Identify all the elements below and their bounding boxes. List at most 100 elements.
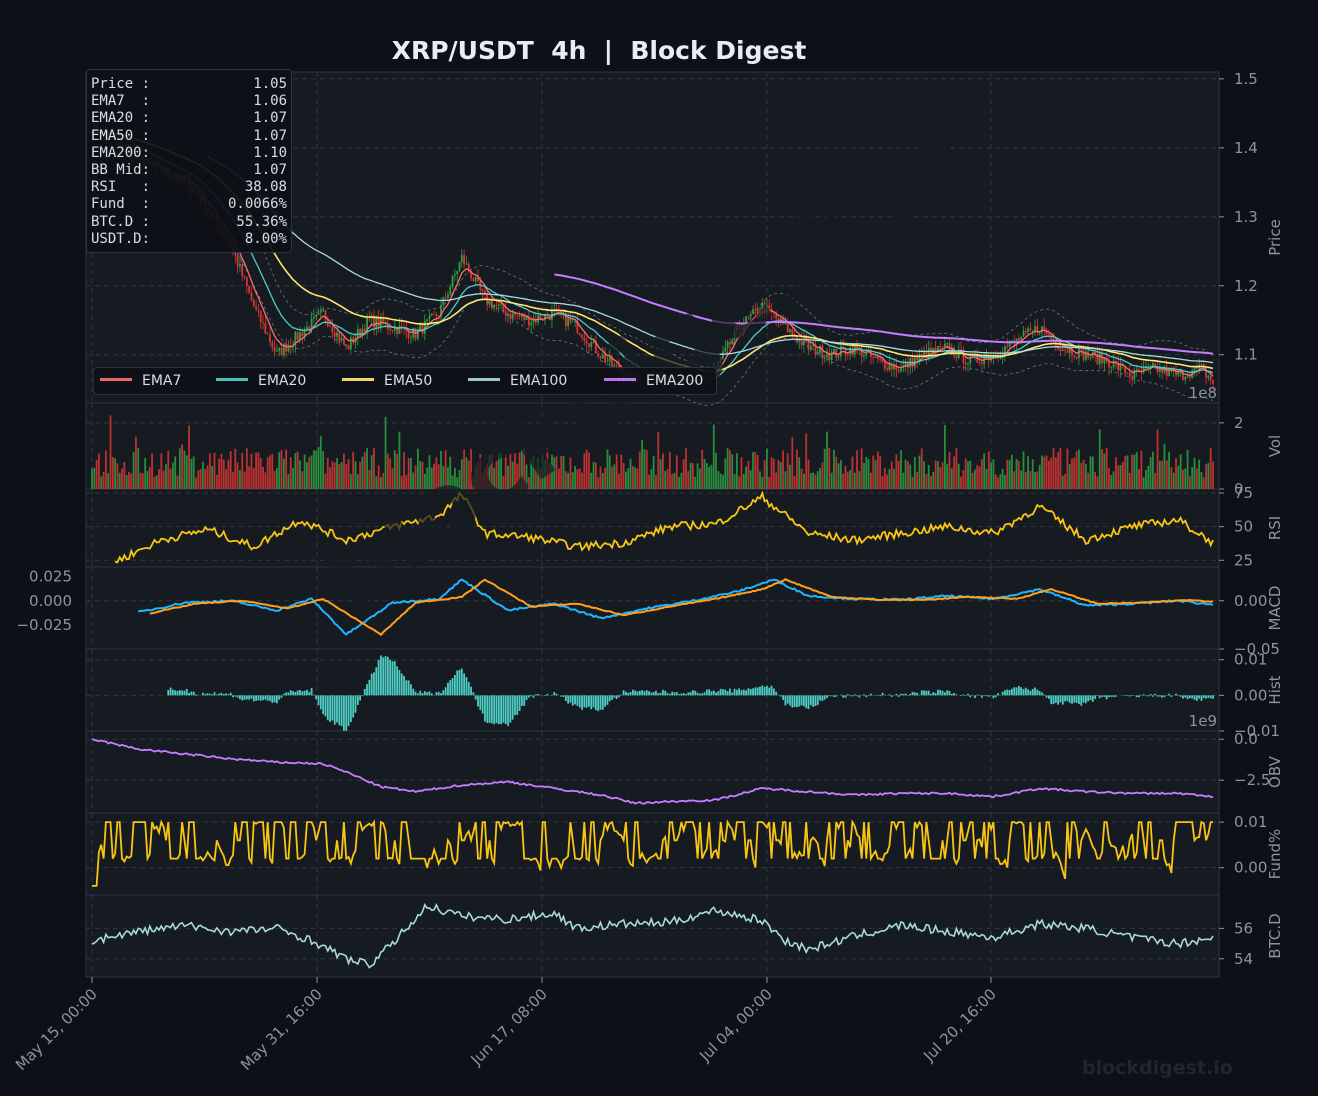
volume-bar — [183, 450, 186, 489]
histogram-bar — [259, 695, 262, 701]
histogram-bar — [770, 685, 773, 696]
volume-bar — [1133, 454, 1136, 489]
histogram-bar — [789, 695, 791, 706]
candle-body — [375, 317, 378, 328]
candle-body — [588, 343, 590, 348]
volume-bar — [264, 472, 267, 489]
volume-bar — [1182, 469, 1184, 489]
volume-bar — [1168, 451, 1170, 489]
histogram-bar — [826, 695, 828, 698]
volume-bar — [534, 468, 537, 489]
volume-bar — [1117, 465, 1120, 489]
candle-body — [236, 255, 239, 267]
volume-bar — [1191, 466, 1194, 489]
volume-bar — [248, 466, 251, 489]
candle-body — [1184, 376, 1187, 380]
histogram-bar — [916, 692, 919, 696]
volume-bar — [1015, 459, 1018, 489]
volume-bar — [276, 468, 278, 489]
histogram-bar — [615, 695, 618, 699]
volume-bar — [493, 467, 496, 489]
info-row: BTC.D : 55.36% — [91, 214, 287, 231]
volume-bar — [766, 448, 768, 489]
candle-body — [460, 255, 463, 263]
candle-body — [895, 365, 898, 371]
volume-bar — [638, 451, 641, 489]
volume-bar — [317, 446, 320, 489]
candle-body — [391, 329, 394, 331]
offset-price: 1e8 — [1189, 384, 1217, 402]
histogram-bar — [322, 695, 325, 715]
volume-bar — [913, 456, 916, 489]
volume-bar — [1087, 472, 1090, 489]
candle-body — [812, 344, 815, 347]
candle-body — [802, 338, 805, 345]
candle-body — [1117, 362, 1120, 371]
volume-bar — [178, 448, 181, 489]
histogram-bar — [564, 695, 567, 701]
histogram-bar — [502, 695, 505, 723]
volume-bar — [1200, 472, 1203, 489]
candle-body — [447, 294, 449, 299]
histogram-bar — [802, 695, 805, 707]
histogram-bar — [659, 692, 662, 696]
volume-bar — [1073, 457, 1076, 489]
candle-body — [893, 365, 895, 370]
candle-body — [1112, 361, 1115, 368]
candle-body — [317, 312, 320, 315]
ylabel-btcd: BTC.D — [1266, 913, 1284, 958]
candle-body — [1029, 328, 1032, 331]
candle-body — [937, 346, 939, 353]
volume-bar — [900, 450, 902, 489]
info-label: EMA50 : — [91, 127, 151, 144]
candle-body — [916, 357, 919, 361]
candle-body — [1004, 346, 1006, 355]
volume-bar — [440, 450, 442, 489]
histogram-bar — [735, 689, 738, 696]
info-value: 38.08 — [244, 179, 287, 196]
histogram-bar — [202, 692, 204, 696]
histogram-bar — [544, 695, 546, 696]
volume-bar — [426, 467, 429, 489]
volume-bar — [1105, 447, 1108, 489]
volume-bar — [1165, 460, 1168, 489]
volume-bar — [160, 453, 163, 489]
volume-bar — [798, 457, 801, 489]
candle-body — [733, 329, 736, 340]
histogram-bar — [902, 693, 905, 696]
candle-body — [740, 328, 743, 331]
candle-body — [962, 350, 965, 363]
volume-bar — [204, 468, 207, 489]
histogram-bar — [386, 656, 389, 696]
volume-bar — [507, 465, 509, 489]
histogram-bar — [569, 695, 572, 703]
volume-bar — [1075, 451, 1078, 489]
volume-bar — [373, 447, 375, 489]
candle-body — [1015, 338, 1018, 343]
candle-body — [1075, 356, 1078, 359]
volume-bar — [920, 448, 923, 489]
histogram-bar — [1052, 695, 1055, 704]
histogram-bar — [308, 691, 311, 696]
candle-body — [1110, 367, 1113, 368]
volume-bar — [490, 453, 493, 489]
histogram-bar — [796, 695, 798, 708]
volume-bar — [671, 474, 674, 489]
histogram-bar — [939, 689, 942, 696]
histogram-bar — [213, 692, 216, 696]
histogram-bar — [611, 695, 613, 700]
volume-bar — [641, 440, 643, 489]
volume-bar — [578, 468, 581, 489]
histogram-bar — [481, 695, 484, 714]
histogram-bar — [634, 690, 637, 696]
volume-bar — [98, 453, 100, 489]
histogram-bar — [282, 693, 285, 696]
volume-bar — [608, 455, 611, 489]
volume-bar — [155, 475, 158, 489]
ytick-price-3: 1.4 — [1234, 139, 1258, 157]
candle-body — [858, 347, 861, 349]
volume-bar — [382, 473, 385, 489]
volume-bar — [176, 475, 179, 489]
histogram-bar — [1158, 695, 1161, 697]
volume-bar — [1057, 452, 1060, 489]
